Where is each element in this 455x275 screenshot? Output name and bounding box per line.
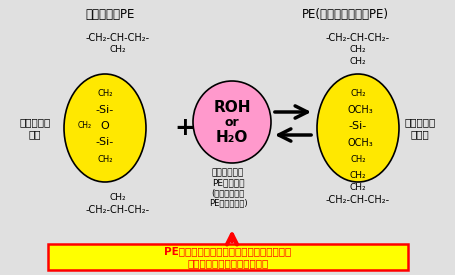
Text: CH₂: CH₂ [349,45,365,54]
Ellipse shape [192,81,270,163]
Text: CH₂: CH₂ [349,155,365,164]
Text: アルコキシ
シラノ: アルコキシ シラノ [404,117,435,139]
Text: シロキサン
結合: シロキサン 結合 [19,117,51,139]
Text: PE(シラングラフトPE): PE(シラングラフトPE) [301,7,388,21]
Text: OCH₃: OCH₃ [346,105,372,115]
Text: -Si-: -Si- [348,121,366,131]
Text: O: O [101,121,109,131]
Ellipse shape [316,74,398,182]
Text: CH₂: CH₂ [78,122,92,131]
Text: -CH₂-CH-CH₂-: -CH₂-CH-CH₂- [86,205,150,215]
Text: CH₂: CH₂ [349,89,365,98]
Text: CH₂: CH₂ [110,194,126,202]
Text: 超臨界状態で
PEに溶ける: 超臨界状態で PEに溶ける [211,168,244,187]
Text: ROH: ROH [213,100,250,114]
Text: CH₂: CH₂ [349,183,365,191]
Text: シラン架橋PE: シラン架橋PE [85,7,134,21]
Text: -Si-: -Si- [96,137,114,147]
Text: -CH₂-CH-CH₂-: -CH₂-CH-CH₂- [86,33,150,43]
Ellipse shape [64,74,146,182]
Text: -CH₂-CH-CH₂-: -CH₂-CH-CH₂- [325,33,389,43]
Text: (常温常圧では
PEに溶けない): (常温常圧では PEに溶けない) [208,188,247,207]
Text: or: or [224,116,239,128]
FancyBboxPatch shape [48,244,407,270]
Text: CH₂: CH₂ [97,89,112,98]
Text: H₂O: H₂O [215,131,248,145]
Text: CH₂: CH₂ [97,155,112,164]
Text: PE等の有機物に対する溶解度が、常温常圧
よりも高い超臨界流体の利用: PE等の有機物に対する溶解度が、常温常圧 よりも高い超臨界流体の利用 [164,246,291,268]
Text: OCH₃: OCH₃ [346,138,372,148]
Text: CH₂: CH₂ [110,45,126,54]
Text: CH₂: CH₂ [349,170,365,180]
Text: -Si-: -Si- [96,105,114,115]
Text: -CH₂-CH-CH₂-: -CH₂-CH-CH₂- [325,195,389,205]
Text: +: + [174,116,195,140]
Text: CH₂: CH₂ [349,57,365,67]
